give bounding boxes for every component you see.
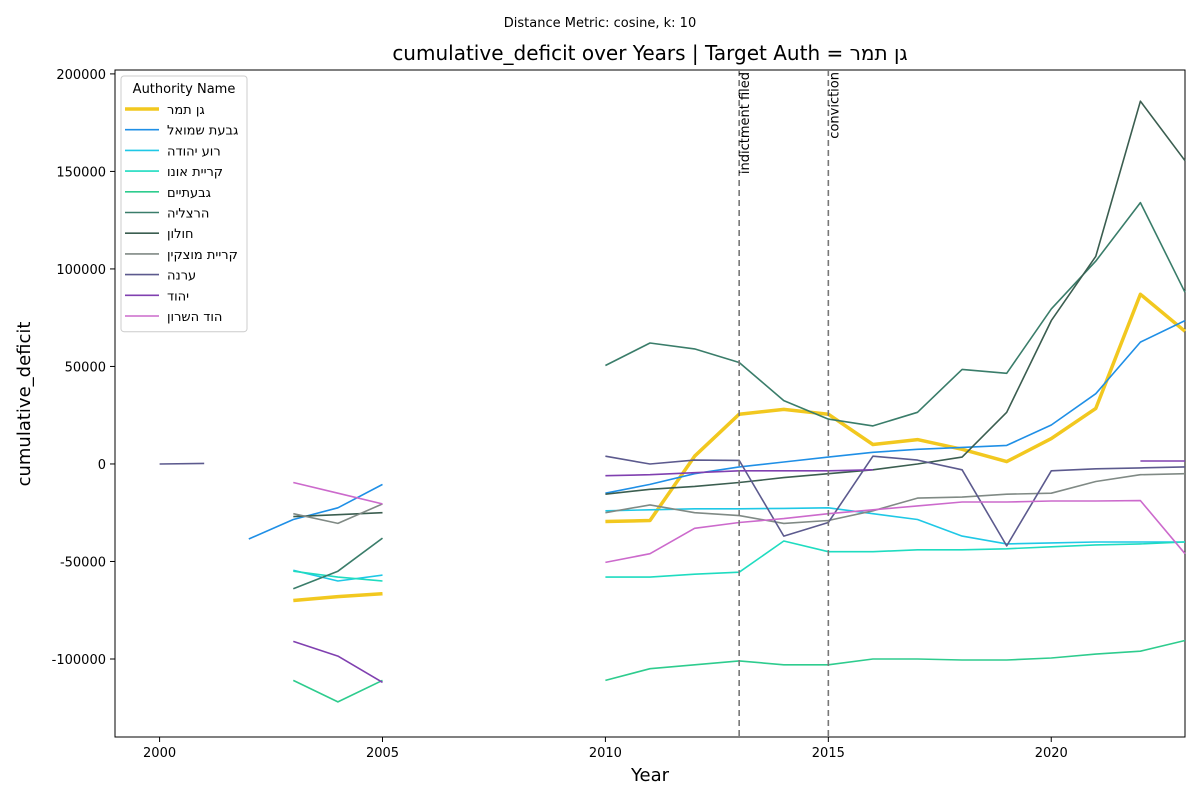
legend-entry: רוע יהודה: [167, 144, 221, 159]
series-line-2: [605, 506, 1185, 545]
series-line-0: [605, 292, 1187, 524]
series-line-5: [605, 201, 1186, 427]
x-tick-label: 2015: [812, 746, 845, 761]
legend-entry: חולון: [167, 227, 194, 242]
series-line-8: [159, 462, 205, 465]
legend-entry: יהוד: [167, 289, 189, 304]
plot-area: 2000 2005 2010 2015 2020 -100000 -50000 0 50000 1…: [52, 68, 1187, 761]
event-label: indictment filed: [738, 72, 753, 174]
series-line-4: [292, 679, 383, 703]
y-axis-label: cumulative_deficit: [14, 322, 35, 487]
legend-entry: ערנה: [167, 269, 196, 284]
series-line-9: [293, 640, 383, 684]
event-label: conviction: [827, 72, 842, 139]
series-line-1: [248, 483, 383, 540]
legend-box: [120, 75, 248, 333]
series-line-7: [605, 472, 1186, 525]
y-tick-label: 0: [98, 458, 106, 473]
x-tick-label: 2005: [366, 746, 399, 761]
legend-entry: גבעת שמואל: [167, 124, 238, 139]
chart-title: cumulative_deficit over Years | Target A…: [392, 41, 907, 65]
x-tick-label: 2010: [589, 746, 622, 761]
y-tick-label: -100000: [52, 653, 106, 668]
y-tick-label: -50000: [60, 555, 106, 570]
series-line-4: [605, 639, 1186, 682]
y-tick-label: 200000: [56, 68, 106, 83]
axes-frame: [114, 69, 1186, 738]
series-line-3: [605, 540, 1186, 578]
series-line-6: [293, 511, 383, 518]
series-line-7: [293, 503, 383, 525]
legend-title: Authority Name: [133, 82, 236, 97]
x-axis-label: Year: [630, 765, 670, 786]
legend-entry: הוד השרון: [167, 310, 222, 325]
series-line-6: [605, 100, 1186, 495]
x-tick-label: 2020: [1035, 746, 1068, 761]
series-line-10: [605, 499, 1186, 564]
y-tick-label: 150000: [56, 165, 106, 180]
y-tick-label: 50000: [65, 360, 106, 375]
x-tick-label: 2000: [143, 746, 176, 761]
legend-entry: קריית מוצקין: [167, 248, 238, 263]
series-line-8: [605, 455, 1186, 547]
series-line-10: [293, 481, 383, 505]
y-tick-label: 100000: [56, 263, 106, 278]
series-line-0: [293, 591, 383, 603]
legend-entry: קריית אונו: [167, 165, 223, 180]
series-line-5: [293, 537, 383, 590]
legend-entry: גבעתיים: [167, 186, 211, 201]
chart-suptitle: Distance Metric: cosine, k: 10: [504, 16, 696, 31]
legend-entry: הרצליה: [167, 207, 209, 222]
series-line-3: [293, 570, 383, 582]
legend-entry: גן תמר: [167, 103, 205, 118]
